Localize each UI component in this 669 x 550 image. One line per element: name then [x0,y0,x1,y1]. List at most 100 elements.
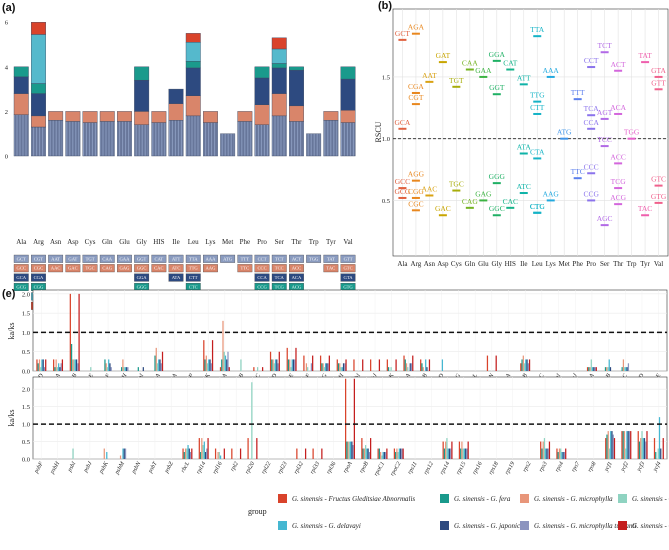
e-bar [42,359,44,371]
e-bar [56,367,59,371]
e-bar [409,363,411,371]
b-codon-label: ACC [610,152,625,161]
a-codon-label: AAT [51,256,60,261]
a-category-label: Pro [257,238,267,246]
b-codon-label: CAG [462,197,478,206]
e-bar [289,359,291,371]
b-point [627,137,636,140]
a-codon-label: ATA [172,275,181,280]
e-bar [386,448,388,459]
e-bar [557,452,559,459]
b-point [614,112,623,115]
b-codon-label: GGT [489,83,505,92]
a-bar-segment [185,115,201,157]
e-bar [251,382,253,459]
b-category-label: Cys [451,260,462,268]
e-bar [218,452,220,459]
e-bar [367,448,369,459]
legend-swatch [520,494,529,503]
a-codon-label: GTG [343,285,353,290]
e-gene-label: psbT [147,460,159,475]
b-codon-label: ACG [610,193,626,202]
e-bar [441,359,444,371]
legend-swatch [278,494,287,503]
e-bar [219,455,222,459]
a-codon-box [340,273,356,282]
e-bar [124,448,127,459]
a-category-label: Ser [275,238,285,246]
a-codon-box [65,254,81,263]
a-bar-segment [151,111,167,123]
b-codon-label: AGG [408,170,425,179]
e-bar [381,455,383,459]
e-bar [305,363,308,371]
e-bar [421,363,423,371]
e-bar [304,448,307,459]
e-bar [370,438,372,459]
a-bar-segment [289,66,304,71]
b-category-label: Thr [613,260,624,268]
b-y-tick-label: 1.5 [382,74,390,81]
e-bar [593,367,595,371]
b-point [492,182,501,185]
e-bar [630,431,632,459]
e-bar [336,359,338,371]
b-point [641,61,650,64]
e-bar [486,355,489,371]
a-codon-box [134,254,150,263]
e-bar [460,448,462,459]
a-category-label: Gln [102,238,113,246]
a-codon-box [185,273,201,282]
b-point [587,199,596,202]
e-bar [353,359,355,371]
a-codon-label: GCC [17,266,26,271]
b-point [465,68,474,71]
e-bar [387,367,390,371]
b-point [519,192,528,195]
e-bar [41,359,43,371]
e-bar [72,359,74,371]
b-point [465,206,474,209]
a-codon-label: ATC [172,266,181,271]
e-gene-label: rpoB [359,461,370,475]
e-bar [397,452,399,459]
b-codon-label: GGC [489,204,505,213]
b-codon-label: GTG [651,192,667,201]
e-bar [209,359,211,371]
e-bar [58,363,60,371]
rscu-y-axis-label: RSCU [374,121,383,142]
a-bar-segment [116,121,132,157]
e-bar [621,367,623,371]
a-codon-box [254,273,270,282]
legend-entry: G. sinensis - Gy. dioicus [618,521,669,530]
e-bar [405,363,408,371]
e-bar [121,367,123,371]
e-bar [43,367,46,371]
e-plot-frame [32,289,668,372]
e-bar [466,448,468,459]
e-bar [261,367,264,371]
a-bar-segment [31,93,46,117]
b-point [533,35,542,38]
e-bar [60,363,62,371]
a-codon-label: CGA [34,275,44,280]
e-gene-label: rpl36 [326,461,338,475]
e-y-tick-label: 0.0 [22,369,30,376]
e-bar [462,448,464,459]
e-bar [273,363,275,371]
a-category-label: Leu [188,238,199,246]
e-gene-label: rps18 [488,461,500,476]
e-bar [380,452,382,459]
a-category-label: Trp [309,238,319,246]
rscu-scatter-chart-b: RSCU Ala Arg Asn Asp Cys Gln Glu Gly HIS Ile Leu Ly… [374,8,669,268]
b-codon-label: CAA [462,59,478,68]
e-bar [295,347,297,371]
legend-entry: G. sinensis - G. microphylla [520,494,613,503]
b-point [425,80,434,83]
e-bar [546,448,548,459]
e-bar [321,363,323,371]
e-bar [278,351,280,371]
panel-label-b: (b) [378,0,392,12]
a-bar-segment [168,120,184,157]
b-point [546,75,555,78]
